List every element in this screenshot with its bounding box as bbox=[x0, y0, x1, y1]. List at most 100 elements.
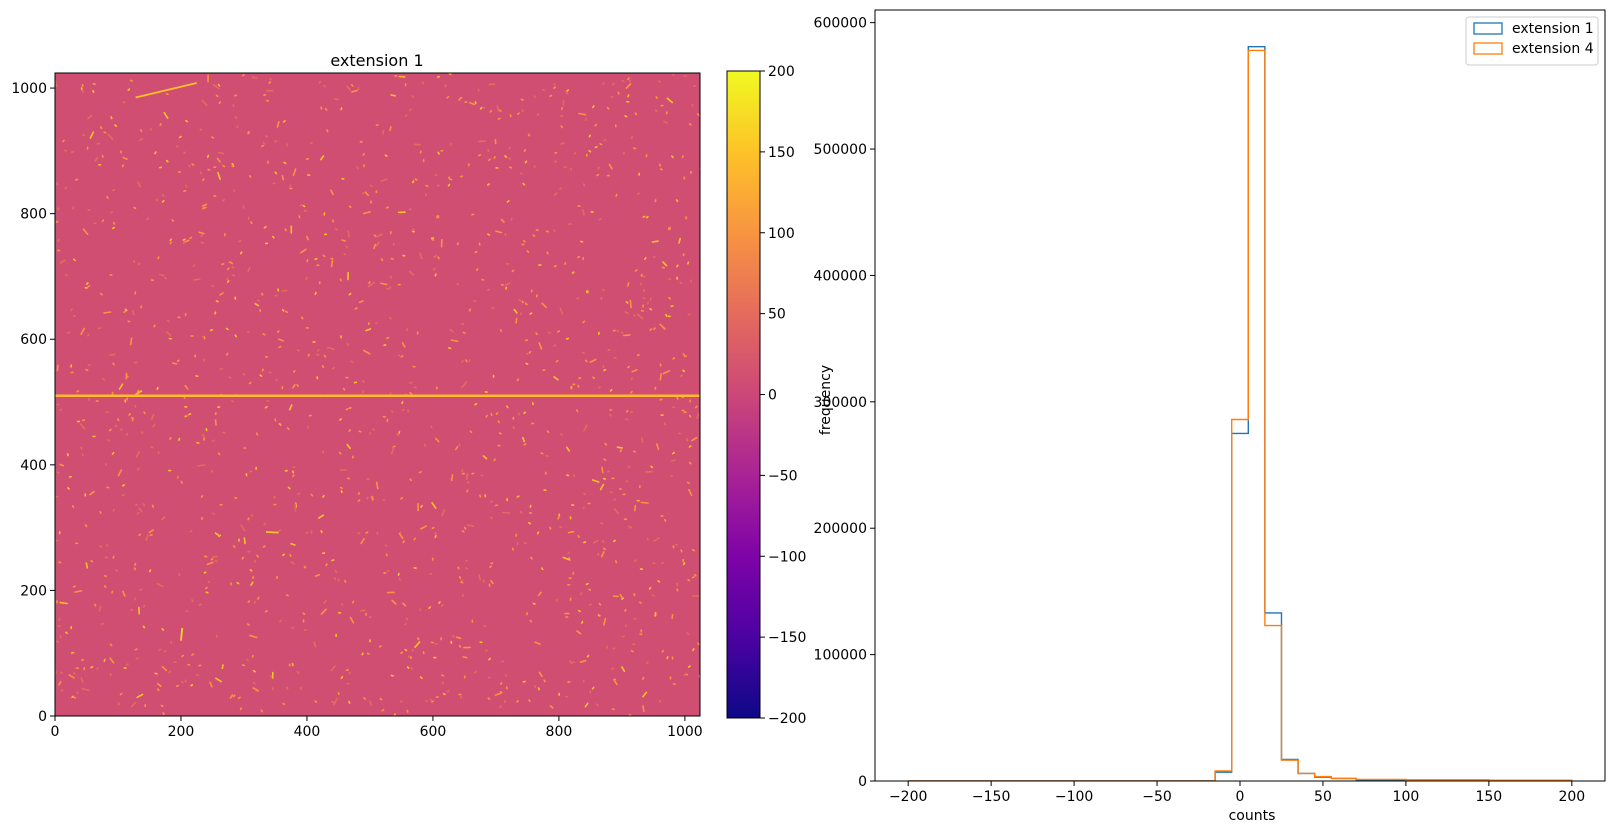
heatmap-speckle bbox=[691, 103, 694, 107]
histogram-ylabel: frequency bbox=[818, 365, 834, 435]
heatmap-speckle bbox=[655, 443, 660, 451]
heatmap-speckle bbox=[150, 446, 154, 449]
heatmap-speckle bbox=[228, 376, 232, 379]
heatmap-speckle bbox=[209, 328, 213, 332]
heatmap-speckle bbox=[59, 601, 68, 605]
heatmap-speckle bbox=[354, 307, 358, 310]
heatmap-speckle bbox=[80, 677, 84, 683]
heatmap-speckle bbox=[616, 329, 620, 333]
heatmap-speckle bbox=[255, 432, 259, 436]
heatmap-speckle bbox=[81, 658, 85, 662]
heatmap-speckle bbox=[300, 204, 304, 207]
heatmap-speckle bbox=[366, 652, 370, 655]
heatmap-speckle bbox=[264, 610, 268, 613]
heatmap-speckle bbox=[178, 135, 182, 139]
heatmap-speckle bbox=[657, 580, 661, 583]
heatmap-speckle bbox=[559, 307, 564, 315]
heatmap-speckle bbox=[610, 667, 615, 670]
heatmap-speckle bbox=[227, 279, 230, 283]
heatmap-speckle bbox=[233, 694, 236, 698]
heatmap-speckle bbox=[215, 677, 222, 683]
heatmap-speckle bbox=[203, 571, 207, 574]
heatmap-speckle bbox=[617, 91, 620, 95]
heatmap-speckle bbox=[571, 661, 575, 664]
heatmap-speckle bbox=[283, 161, 287, 165]
heatmap-speckle bbox=[693, 573, 697, 577]
heatmap-speckle bbox=[305, 531, 309, 534]
heatmap-speckle bbox=[151, 504, 155, 508]
heatmap-speckle bbox=[525, 352, 529, 356]
heatmap-speckle bbox=[540, 567, 544, 571]
heatmap-speckle bbox=[99, 510, 102, 515]
heatmap-speckle bbox=[183, 189, 187, 193]
heatmap-speckle bbox=[59, 259, 66, 264]
heatmap-speckle bbox=[290, 561, 295, 565]
heatmap-speckle bbox=[284, 228, 287, 232]
heatmap-speckle bbox=[534, 641, 541, 645]
heatmap-speckle bbox=[466, 524, 475, 528]
heatmap-speckle bbox=[434, 534, 437, 539]
heatmap-speckle bbox=[458, 644, 462, 648]
heatmap-speckle bbox=[99, 545, 103, 548]
heatmap-speckle bbox=[546, 430, 550, 434]
heatmap-speckle bbox=[339, 278, 342, 282]
heatmap-speckle bbox=[300, 316, 304, 320]
heatmap-speckle bbox=[106, 486, 110, 489]
heatmap-speckle bbox=[553, 376, 559, 381]
heatmap-speckle bbox=[331, 366, 335, 370]
heatmap-speckle bbox=[94, 156, 99, 162]
heatmap-speckle bbox=[487, 149, 490, 153]
heatmap-speckle bbox=[180, 480, 183, 484]
heatmap-speckle bbox=[286, 427, 290, 430]
heatmap-speckle bbox=[92, 82, 96, 85]
heatmap-speckle bbox=[396, 433, 400, 436]
heatmap-speckle bbox=[566, 89, 570, 92]
heatmap-y-tick-label: 800 bbox=[20, 207, 47, 223]
heatmap-speckle bbox=[207, 168, 211, 171]
heatmap-speckle bbox=[662, 369, 671, 375]
heatmap-speckle bbox=[463, 526, 467, 530]
heatmap-speckle bbox=[648, 586, 652, 590]
heatmap-speckle bbox=[380, 282, 388, 286]
heatmap-speckle bbox=[411, 180, 415, 184]
heatmap-speckle bbox=[306, 235, 309, 241]
heatmap-speckle bbox=[185, 119, 189, 123]
heatmap-speckle bbox=[215, 94, 219, 98]
heatmap-speckle bbox=[527, 521, 532, 525]
heatmap-speckle bbox=[213, 166, 217, 169]
heatmap-speckle bbox=[502, 511, 511, 514]
heatmap-speckle bbox=[679, 281, 683, 285]
heatmap-speckle bbox=[348, 671, 352, 675]
heatmap-speckle bbox=[314, 700, 318, 703]
heatmap-speckle bbox=[148, 569, 152, 573]
heatmap-speckle bbox=[252, 681, 256, 685]
heatmap-speckle bbox=[533, 684, 537, 689]
colorbar-tick-label: 200 bbox=[768, 64, 795, 80]
legend: extension 1 extension 4 bbox=[1465, 16, 1599, 66]
heatmap-speckle bbox=[625, 409, 629, 413]
heatmap-speckle bbox=[138, 533, 142, 537]
heatmap-speckle bbox=[398, 532, 404, 540]
heatmap-speckle bbox=[92, 90, 95, 93]
heatmap-speckle bbox=[625, 300, 629, 304]
heatmap-speckle bbox=[73, 696, 77, 699]
heatmap-speckle bbox=[640, 437, 644, 444]
heatmap-speckle bbox=[361, 390, 365, 394]
heatmap-speckle bbox=[340, 107, 343, 111]
heatmap-speckle bbox=[431, 526, 435, 530]
heatmap-speckle bbox=[601, 288, 606, 292]
heatmap-speckle bbox=[404, 648, 408, 652]
heatmap-speckle bbox=[659, 372, 662, 381]
histogram-x-tick-label: 200 bbox=[1558, 789, 1585, 805]
heatmap-speckle bbox=[537, 591, 542, 597]
heatmap-speckle bbox=[112, 555, 115, 559]
heatmap-speckle bbox=[543, 679, 546, 683]
heatmap-speckle bbox=[55, 220, 59, 223]
heatmap-speckle bbox=[141, 431, 144, 435]
heatmap-speckle bbox=[118, 383, 124, 390]
heatmap-speckle bbox=[432, 267, 436, 271]
heatmap-speckle bbox=[467, 163, 470, 167]
heatmap-speckle bbox=[298, 215, 301, 219]
heatmap-speckle bbox=[310, 493, 314, 497]
heatmap-speckle bbox=[303, 565, 307, 569]
